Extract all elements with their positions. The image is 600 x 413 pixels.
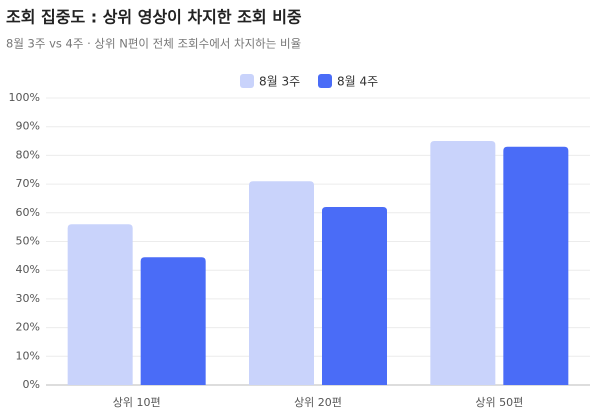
bar	[67, 224, 133, 385]
x-tick-label: 상위 10편	[113, 396, 161, 409]
legend-label: 8월 4주	[337, 75, 378, 89]
chart-subtitle: 8월 3주 vs 4주 · 상위 N편이 전체 조회수에서 차지하는 비율	[6, 37, 301, 51]
y-tick-label: 70%	[16, 177, 40, 190]
y-tick-label: 50%	[16, 235, 40, 248]
bar	[322, 207, 387, 385]
legend-swatch	[318, 74, 332, 88]
y-tick-label: 0%	[23, 378, 40, 391]
y-tick-label: 80%	[16, 148, 40, 161]
y-tick-label: 10%	[16, 349, 40, 362]
y-tick-label: 100%	[9, 91, 40, 104]
y-tick-label: 40%	[16, 263, 40, 276]
y-tick-label: 90%	[16, 120, 40, 133]
y-tick-label: 30%	[16, 292, 40, 305]
chart-title: 조회 집중도 : 상위 영상이 차지한 조회 비중	[6, 8, 302, 27]
x-tick-label: 상위 20편	[294, 396, 342, 409]
legend-swatch	[240, 74, 254, 88]
legend-label: 8월 3주	[259, 75, 300, 89]
bar	[249, 181, 314, 385]
bar	[140, 257, 206, 385]
y-tick-label: 60%	[16, 206, 40, 219]
bar	[503, 146, 569, 385]
x-tick-label: 상위 50편	[475, 396, 523, 409]
y-tick-label: 20%	[16, 321, 40, 334]
bar	[430, 141, 496, 385]
